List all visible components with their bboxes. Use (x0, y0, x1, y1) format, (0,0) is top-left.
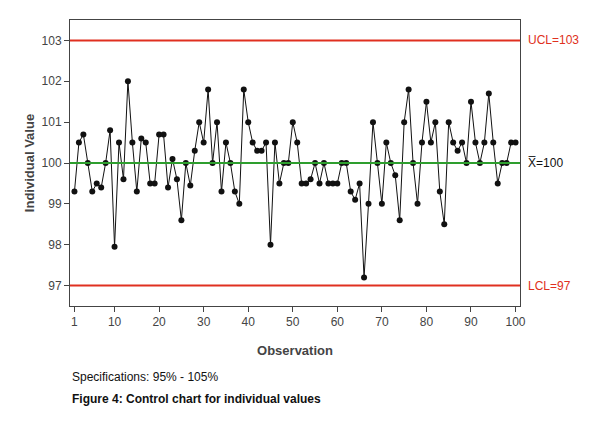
svg-text:Individual Value: Individual Value (22, 114, 37, 212)
svg-text:Specifications: 95% - 105%: Specifications: 95% - 105% (72, 370, 218, 384)
svg-text:100: 100 (506, 315, 526, 329)
svg-text:99: 99 (48, 197, 62, 211)
svg-text:100: 100 (42, 156, 62, 170)
svg-text:30: 30 (197, 315, 211, 329)
svg-text:101: 101 (42, 115, 62, 129)
svg-text:60: 60 (331, 315, 345, 329)
svg-text:97: 97 (48, 279, 62, 293)
svg-text:50: 50 (286, 315, 300, 329)
svg-text:20: 20 (152, 315, 166, 329)
svg-text:1: 1 (71, 315, 78, 329)
svg-text:UCL=103: UCL=103 (528, 33, 579, 47)
svg-text:90: 90 (464, 315, 478, 329)
svg-text:LCL=97: LCL=97 (528, 279, 571, 293)
svg-text:10: 10 (108, 315, 122, 329)
svg-text:102: 102 (42, 74, 62, 88)
svg-text:X̅=100: X̅=100 (528, 156, 563, 170)
svg-text:103: 103 (42, 34, 62, 48)
svg-text:70: 70 (375, 315, 389, 329)
svg-text:Observation: Observation (257, 343, 333, 358)
svg-text:98: 98 (48, 238, 62, 252)
svg-text:80: 80 (420, 315, 434, 329)
svg-text:40: 40 (242, 315, 256, 329)
svg-text:Figure 4: Control chart for in: Figure 4: Control chart for individual v… (72, 392, 321, 406)
